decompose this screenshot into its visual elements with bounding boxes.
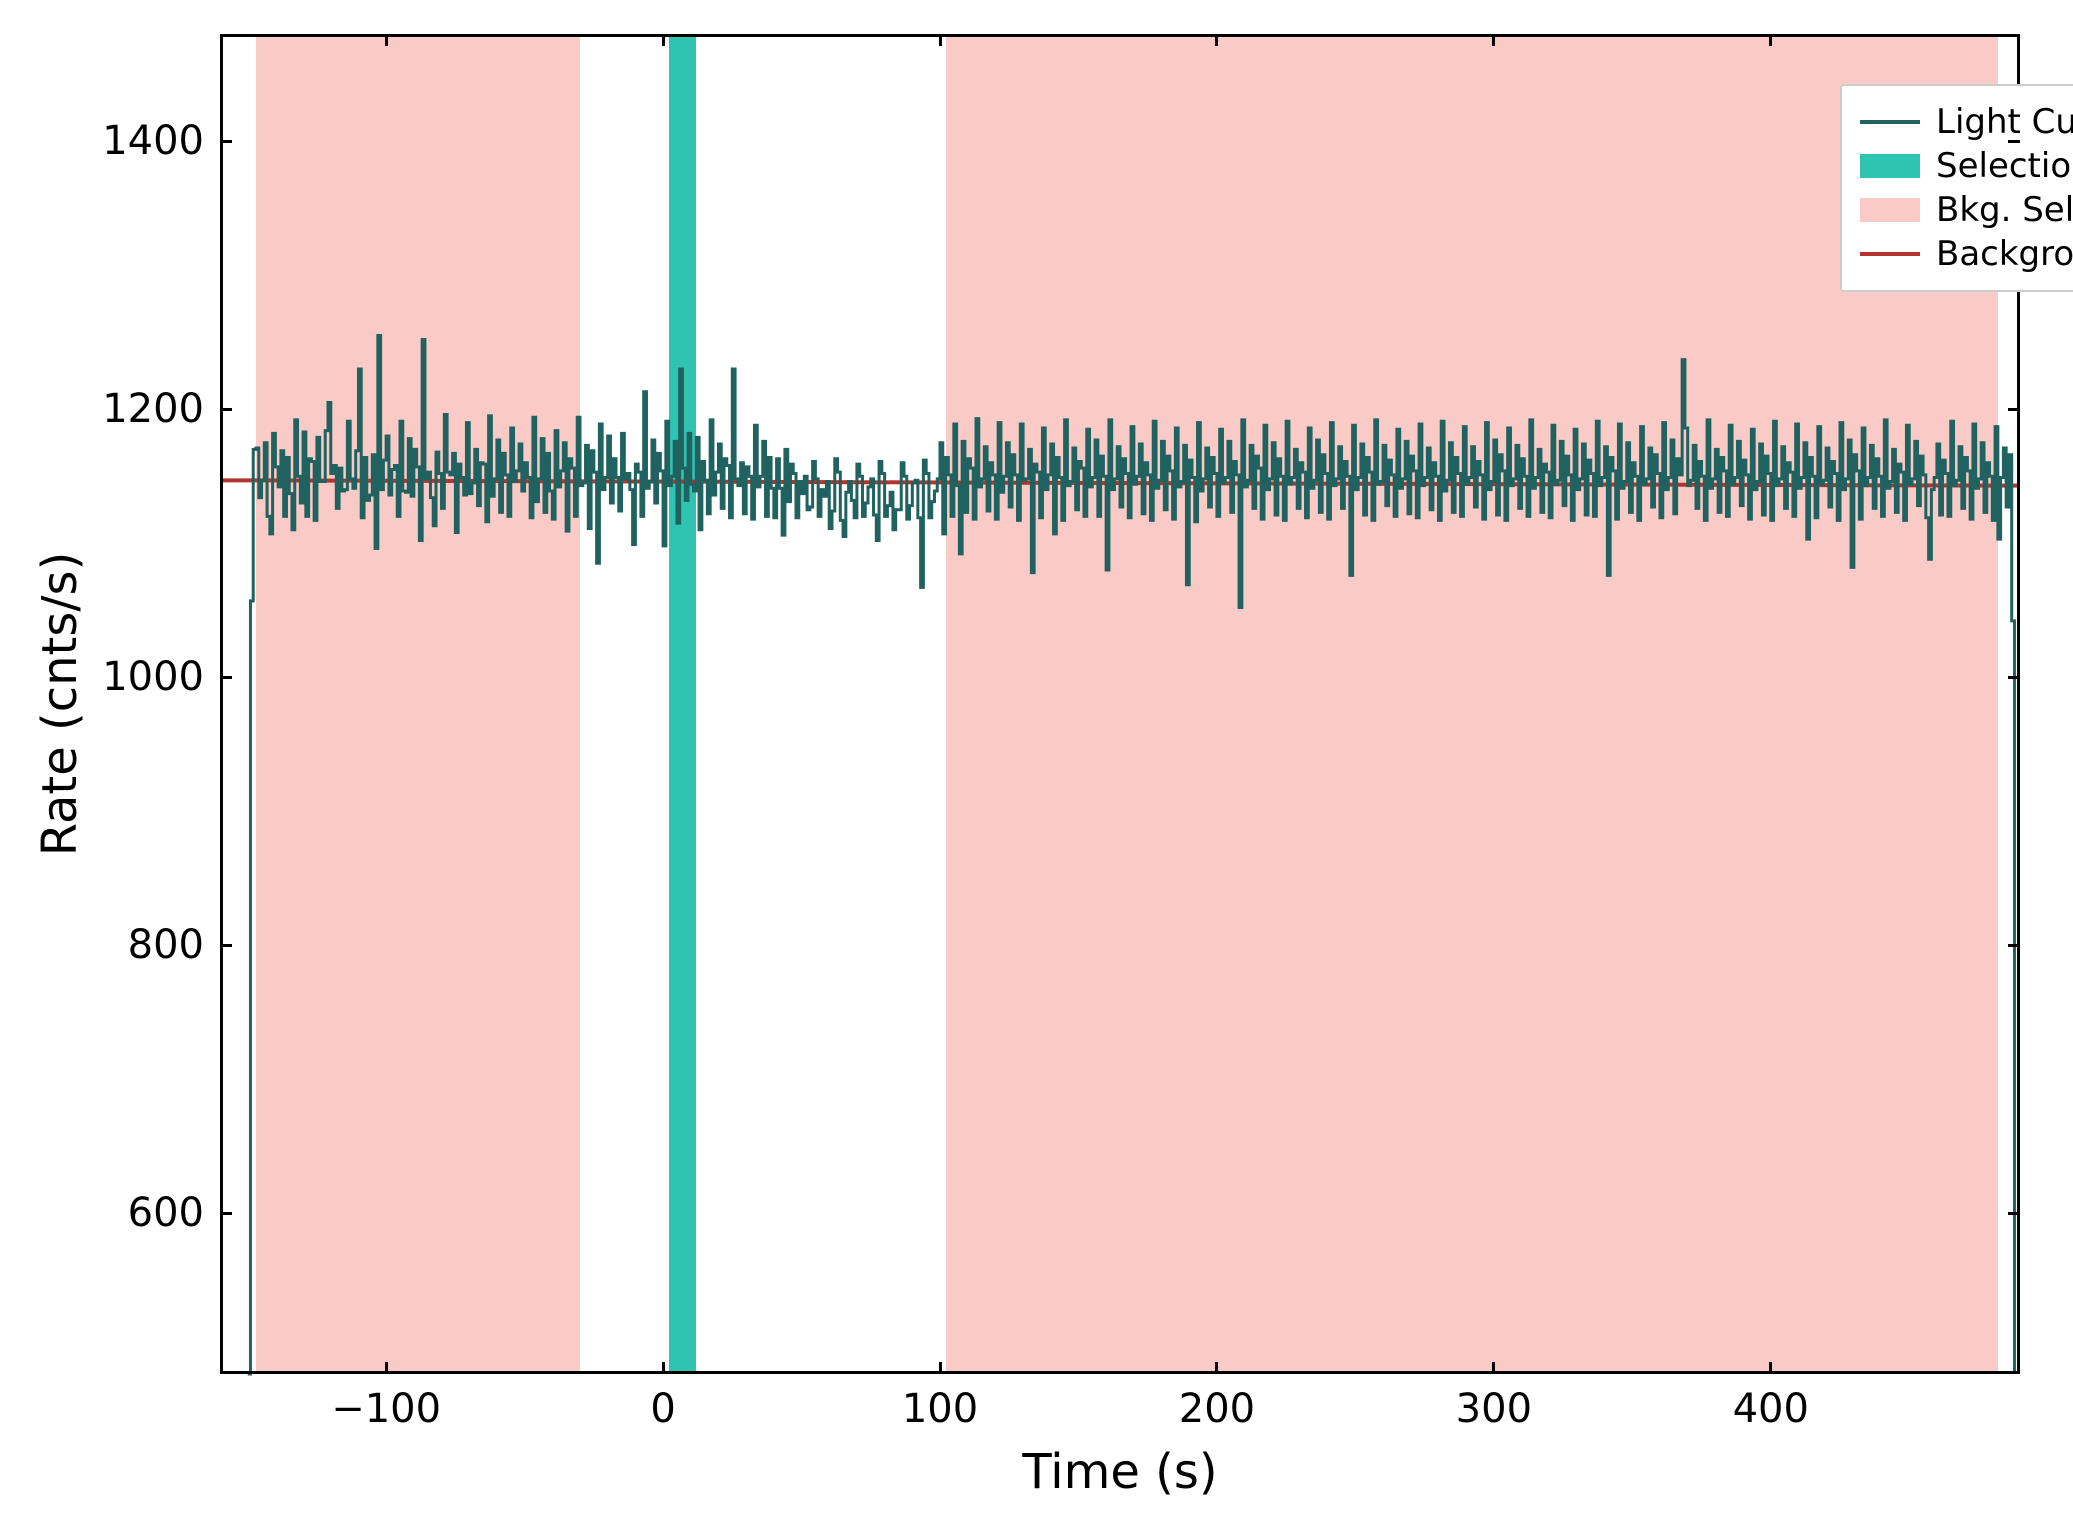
legend-patch-swatch [1860,198,1920,222]
spine-top [220,34,2020,37]
xtick-mark [1769,34,1772,46]
legend-item: Light Curve [1860,100,2073,144]
figure: Light CurveSelectionBkg. SelectionsBackg… [0,0,2073,1540]
xtick-mark [939,1362,942,1374]
legend-item: Selection [1860,144,2073,188]
xtick-mark [662,1362,665,1374]
ytick-mark [2008,676,2020,679]
ytick-mark [2008,408,2020,411]
ytick-mark [220,944,232,947]
legend-label: Background [1936,234,2073,274]
xtick-mark [1769,1362,1772,1374]
ytick-mark [2008,944,2020,947]
ytick-mark [2008,140,2020,143]
ytick-label: 800 [128,922,204,968]
xtick-mark [1215,34,1218,46]
ytick-label: 1400 [102,118,204,164]
xtick-mark [1215,1362,1218,1374]
xtick-label: 300 [1456,1386,1532,1432]
legend-patch-swatch [1860,154,1920,178]
xlabel: Time (s) [1022,1444,1217,1500]
light-curve-path [248,336,2015,1375]
xtick-mark [1492,1362,1495,1374]
ytick-mark [220,1212,232,1215]
ytick-mark [220,676,232,679]
legend-label: Selection [1936,146,2073,186]
ytick-mark [2008,1212,2020,1215]
spine-left [220,34,223,1374]
ylabel: Rate (cnts/s) [32,552,88,857]
xtick-label: 0 [650,1386,675,1432]
legend-label: Bkg. Selections [1936,190,2073,230]
xtick-mark [385,34,388,46]
legend-label: Light Curve [1936,102,2073,142]
xtick-mark [939,34,942,46]
xtick-label: 100 [902,1386,978,1432]
legend-item: Background [1860,232,2073,276]
ytick-label: 600 [128,1190,204,1236]
spine-bottom [220,1371,2020,1374]
xtick-label: 200 [1179,1386,1255,1432]
light-curve [220,34,2020,1374]
ytick-label: 1000 [102,654,204,700]
ytick-mark [220,140,232,143]
xtick-mark [1492,34,1495,46]
ytick-mark [220,408,232,411]
xtick-mark [662,34,665,46]
legend: Light CurveSelectionBkg. SelectionsBackg… [1840,84,2073,292]
ytick-label: 1200 [102,386,204,432]
xtick-mark [385,1362,388,1374]
legend-line-swatch [1860,120,1920,124]
xtick-label: −100 [331,1386,441,1432]
legend-line-swatch [1860,252,1920,256]
legend-item: Bkg. Selections [1860,188,2073,232]
xtick-label: 400 [1733,1386,1809,1432]
plot-area: Light CurveSelectionBkg. SelectionsBackg… [220,34,2020,1374]
